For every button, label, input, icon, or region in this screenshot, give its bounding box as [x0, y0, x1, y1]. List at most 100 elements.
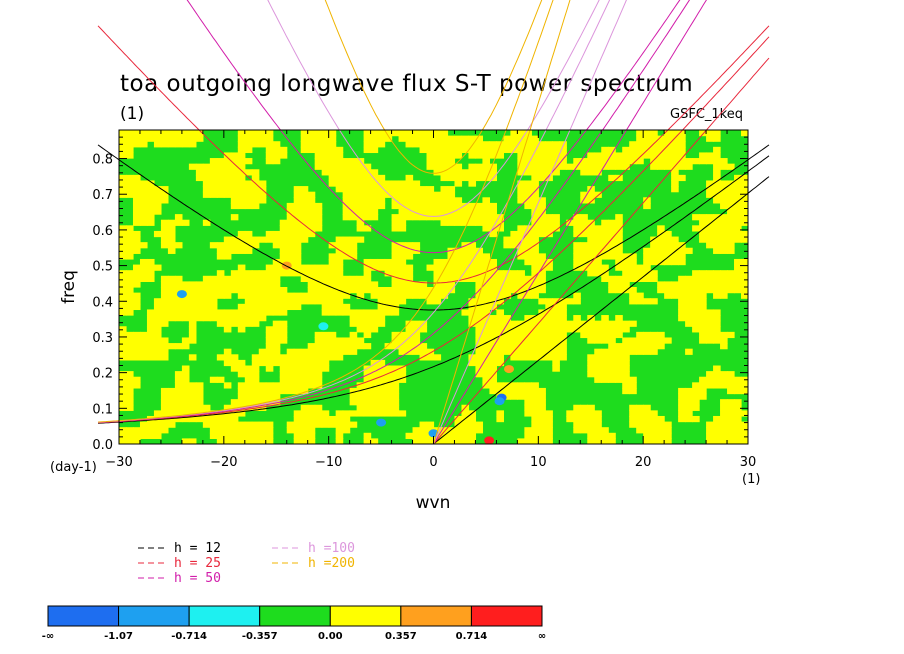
field-cell [727, 225, 735, 232]
field-cell [167, 275, 176, 282]
field-cell [615, 258, 623, 266]
field-cell [713, 320, 721, 327]
field-cell [468, 141, 477, 148]
field-cell [125, 270, 134, 277]
field-cell [524, 258, 532, 266]
field-cell [426, 354, 435, 361]
field-cell [237, 303, 246, 311]
field-cell [678, 315, 686, 322]
field-cell [517, 247, 525, 254]
field-cell [503, 331, 511, 339]
field-cell [720, 236, 728, 243]
field-cell [300, 298, 309, 305]
field-cell [321, 303, 330, 311]
field-cell [307, 376, 316, 383]
field-cell [209, 415, 218, 423]
field-cell [531, 202, 539, 210]
field-cell [573, 315, 581, 322]
field-cell [300, 415, 309, 423]
field-cell [146, 326, 155, 333]
field-cell [573, 320, 581, 327]
field-cell [321, 264, 330, 271]
field-cell [223, 163, 232, 170]
field-cell [153, 337, 162, 344]
field-cell [685, 292, 693, 299]
field-cell [727, 281, 735, 288]
field-cell [300, 214, 309, 221]
field-cell [272, 152, 281, 159]
field-cell [419, 432, 428, 439]
field-cell [531, 348, 539, 355]
field-cell [496, 382, 504, 389]
field-cell [314, 130, 323, 137]
field-cell [433, 214, 442, 221]
field-cell [587, 169, 595, 176]
field-cell [237, 365, 246, 372]
x-axis: −30 −20 −10 0 10 20 30 [105, 130, 756, 470]
field-cell [223, 281, 232, 288]
field-cell [594, 242, 602, 249]
field-cell [538, 253, 546, 260]
field-cell [265, 158, 274, 165]
field-cell [307, 135, 316, 142]
field-cell [132, 174, 141, 182]
field-cell [153, 298, 162, 305]
field-cell [587, 359, 595, 367]
field-cell [209, 163, 218, 170]
field-cell [678, 399, 686, 406]
field-cell [258, 141, 267, 148]
field-cell [314, 158, 323, 165]
field-cell [398, 247, 407, 254]
field-cell [160, 230, 169, 238]
field-cell [307, 348, 316, 355]
field-cell [412, 287, 421, 294]
field-cell [706, 376, 714, 383]
field-cell [720, 270, 728, 277]
field-cell [475, 275, 484, 282]
field-cell [398, 292, 407, 299]
field-cell [370, 387, 379, 395]
field-cell [671, 281, 679, 288]
field-cell [713, 309, 721, 316]
field-cell [678, 292, 686, 299]
field-cell [119, 281, 127, 288]
field-cell [440, 208, 449, 215]
field-cell [223, 275, 232, 282]
field-cell [265, 331, 274, 339]
field-cell [363, 320, 372, 327]
field-cell [272, 331, 281, 339]
field-cell [265, 152, 274, 159]
field-cell [510, 387, 518, 395]
field-cell [741, 230, 748, 238]
field-cell [419, 427, 428, 434]
field-cell [405, 191, 414, 198]
field-cell [300, 146, 309, 154]
field-cell [251, 309, 260, 316]
field-cell [629, 337, 637, 344]
field-cell [482, 163, 491, 170]
field-cell [265, 393, 274, 400]
field-cell [405, 331, 414, 339]
field-cell [195, 303, 204, 311]
field-cell [209, 292, 218, 299]
field-cell [384, 365, 393, 372]
field-cell [713, 415, 721, 423]
field-cell [272, 337, 281, 344]
field-cell [685, 415, 693, 423]
field-cell [223, 348, 232, 355]
field-cell [629, 292, 637, 299]
field-cell [307, 427, 316, 434]
field-cell [517, 236, 525, 243]
field-cell [517, 146, 525, 154]
field-cell [482, 292, 491, 299]
field-cell [272, 320, 281, 327]
field-cell [349, 281, 358, 288]
field-cell [699, 275, 707, 282]
field-cell [370, 438, 379, 444]
field-cell [440, 214, 449, 221]
field-cell [307, 432, 316, 439]
field-cell [475, 152, 484, 159]
field-cell [398, 337, 407, 344]
field-cell [727, 186, 735, 193]
field-cell [524, 337, 532, 344]
